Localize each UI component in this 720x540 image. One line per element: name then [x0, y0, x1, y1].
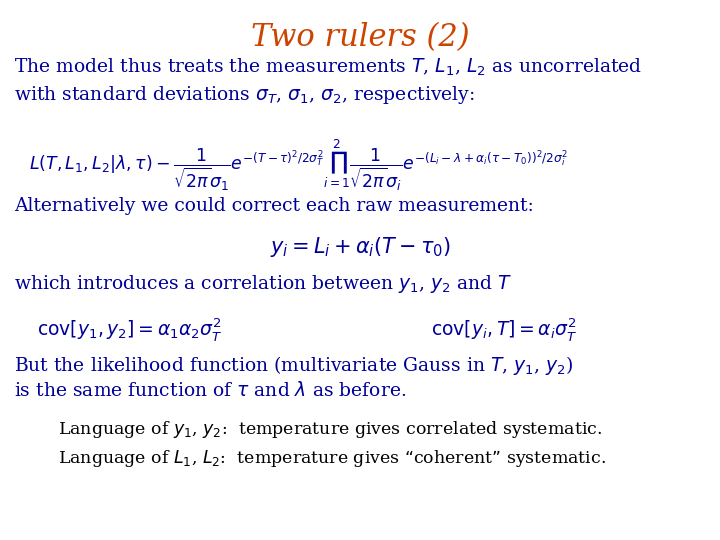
Text: $\mathrm{cov}[y_i, T] = \alpha_i\sigma_T^2$: $\mathrm{cov}[y_i, T] = \alpha_i\sigma_T…	[431, 316, 577, 343]
Text: with standard deviations $\sigma_T$, $\sigma_1$, $\sigma_2$, respectively:: with standard deviations $\sigma_T$, $\s…	[14, 84, 475, 106]
Text: which introduces a correlation between $y_1$, $y_2$ and $T$: which introduces a correlation between $…	[14, 273, 513, 295]
Text: is the same function of $\tau$ and $\lambda$ as before.: is the same function of $\tau$ and $\lam…	[14, 381, 407, 400]
Text: $y_i = L_i + \alpha_i(T - \tau_0)$: $y_i = L_i + \alpha_i(T - \tau_0)$	[269, 235, 451, 259]
Text: Alternatively we could correct each raw measurement:: Alternatively we could correct each raw …	[14, 197, 534, 215]
Text: Language of $L_1$, $L_2$:  temperature gives “coherent” systematic.: Language of $L_1$, $L_2$: temperature gi…	[58, 448, 606, 469]
Text: Language of $y_1$, $y_2$:  temperature gives correlated systematic.: Language of $y_1$, $y_2$: temperature gi…	[58, 418, 602, 440]
Text: But the likelihood function (multivariate Gauss in $T$, $y_1$, $y_2$): But the likelihood function (multivariat…	[14, 354, 574, 377]
Text: $\mathrm{cov}[y_1, y_2] = \alpha_1\alpha_2\sigma_T^2$: $\mathrm{cov}[y_1, y_2] = \alpha_1\alpha…	[37, 316, 222, 343]
Text: $L(T, L_1, L_2|\lambda, \tau) - \dfrac{1}{\sqrt{2\pi}\sigma_{1}}e^{-(T-\tau)^2/2: $L(T, L_1, L_2|\lambda, \tau) - \dfrac{1…	[29, 138, 568, 193]
Text: The model thus treats the measurements $T$, $L_1$, $L_2$ as uncorrelated: The model thus treats the measurements $…	[14, 57, 643, 78]
Text: Two rulers (2): Two rulers (2)	[251, 22, 469, 52]
